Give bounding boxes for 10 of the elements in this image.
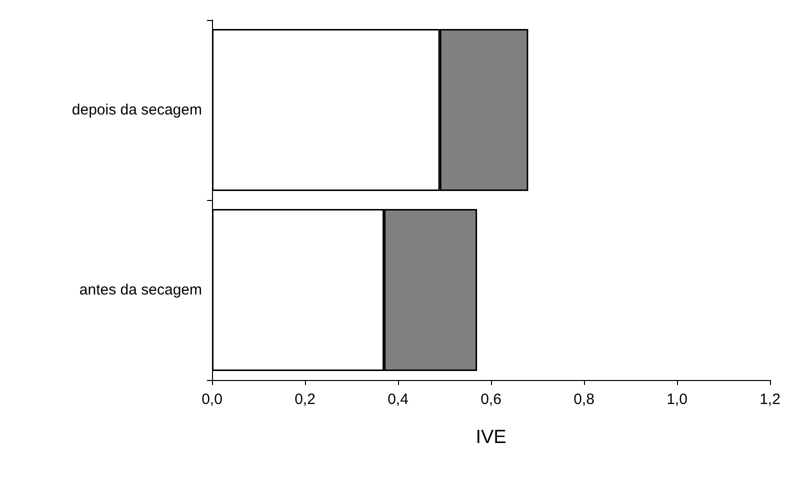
x-tick-label: 0,8	[574, 391, 594, 408]
x-tick-label: 1,2	[760, 391, 780, 408]
x-axis-title: IVE	[476, 427, 506, 448]
x-tick-label: 1,0	[666, 391, 688, 408]
y-tick-label: depois da secagem	[72, 102, 202, 118]
y-tick-label: antes da secagem	[79, 282, 202, 298]
x-tick-label: 0,0	[202, 391, 222, 408]
x-tick-label: 0,6	[480, 391, 502, 408]
x-tick-label: 0,2	[294, 391, 316, 408]
x-tick-label: 0,4	[388, 391, 408, 408]
